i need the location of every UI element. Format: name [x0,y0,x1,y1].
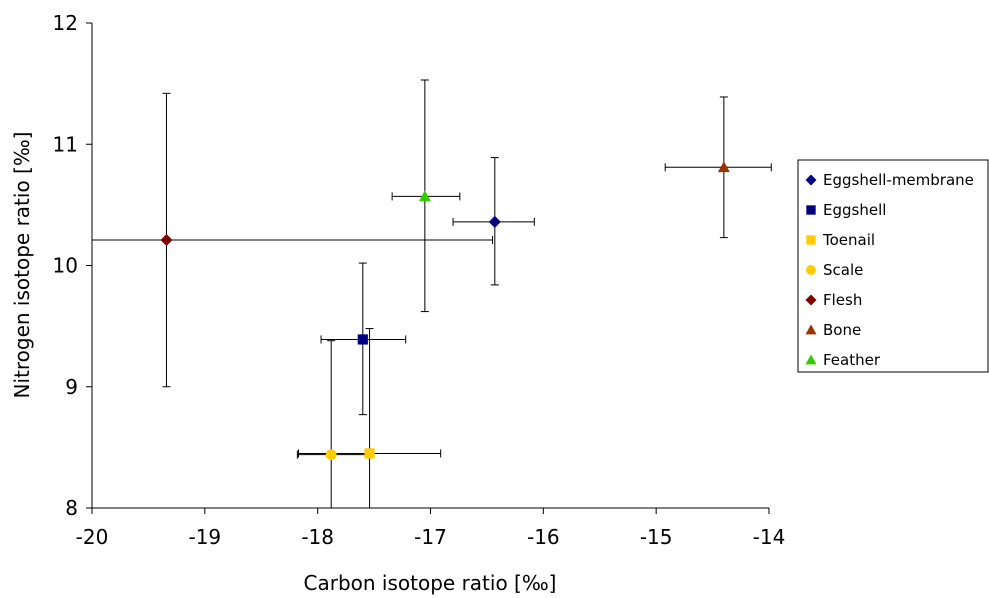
legend-label-eggshell-membrane: Eggshell-membrane [823,171,974,189]
data-point-bone [717,161,730,173]
x-tick-label: -18 [301,525,334,549]
y-axis-title: Nitrogen isotope ratio [‰] [10,132,34,399]
legend-label-scale: Scale [823,261,863,279]
x-tick-label: -14 [753,525,786,549]
data-point-eggshell [357,334,368,345]
x-tick-label: -20 [76,525,109,549]
legend-label-feather: Feather [823,351,881,369]
legend-marker-toenail [806,235,816,245]
legend-label-toenail: Toenail [822,231,875,249]
x-tick-label: -15 [640,525,673,549]
y-tick-label: 10 [53,254,78,278]
data-markers [160,161,730,461]
legend-marker-scale [806,265,816,275]
legend-label-bone: Bone [823,321,861,339]
axes: -20 -19 -18 -17 -16 -15 -14 8 9 10 11 12 [53,11,786,549]
data-point-feather [418,190,431,202]
y-tick-label: 9 [65,375,78,399]
y-tick-label: 12 [53,11,78,35]
x-tick-label: -19 [188,525,221,549]
y-tick-label: 11 [53,132,78,156]
data-point-toenail [364,448,375,459]
legend-marker-eggshell-membrane [805,174,817,186]
error-bars [91,79,772,509]
legend-label-flesh: Flesh [823,291,862,309]
data-point-flesh [160,234,173,247]
legend-marker-eggshell [806,205,816,215]
y-tick-label: 8 [65,496,78,520]
x-axis-title: Carbon isotope ratio [‰] [304,571,557,595]
data-point-scale [325,449,337,461]
data-point-eggshell-membrane [488,215,501,228]
legend-label-eggshell: Eggshell [823,201,886,219]
x-tick-label: -17 [414,525,447,549]
legend-box [797,159,989,373]
legend-marker-flesh [805,294,817,306]
legend-marker-bone [805,324,817,335]
legend-marker-feather [805,354,817,365]
x-tick-label: -16 [527,525,560,549]
legend: Eggshell-membrane Eggshell Toenail Scale Fle… [797,159,989,373]
